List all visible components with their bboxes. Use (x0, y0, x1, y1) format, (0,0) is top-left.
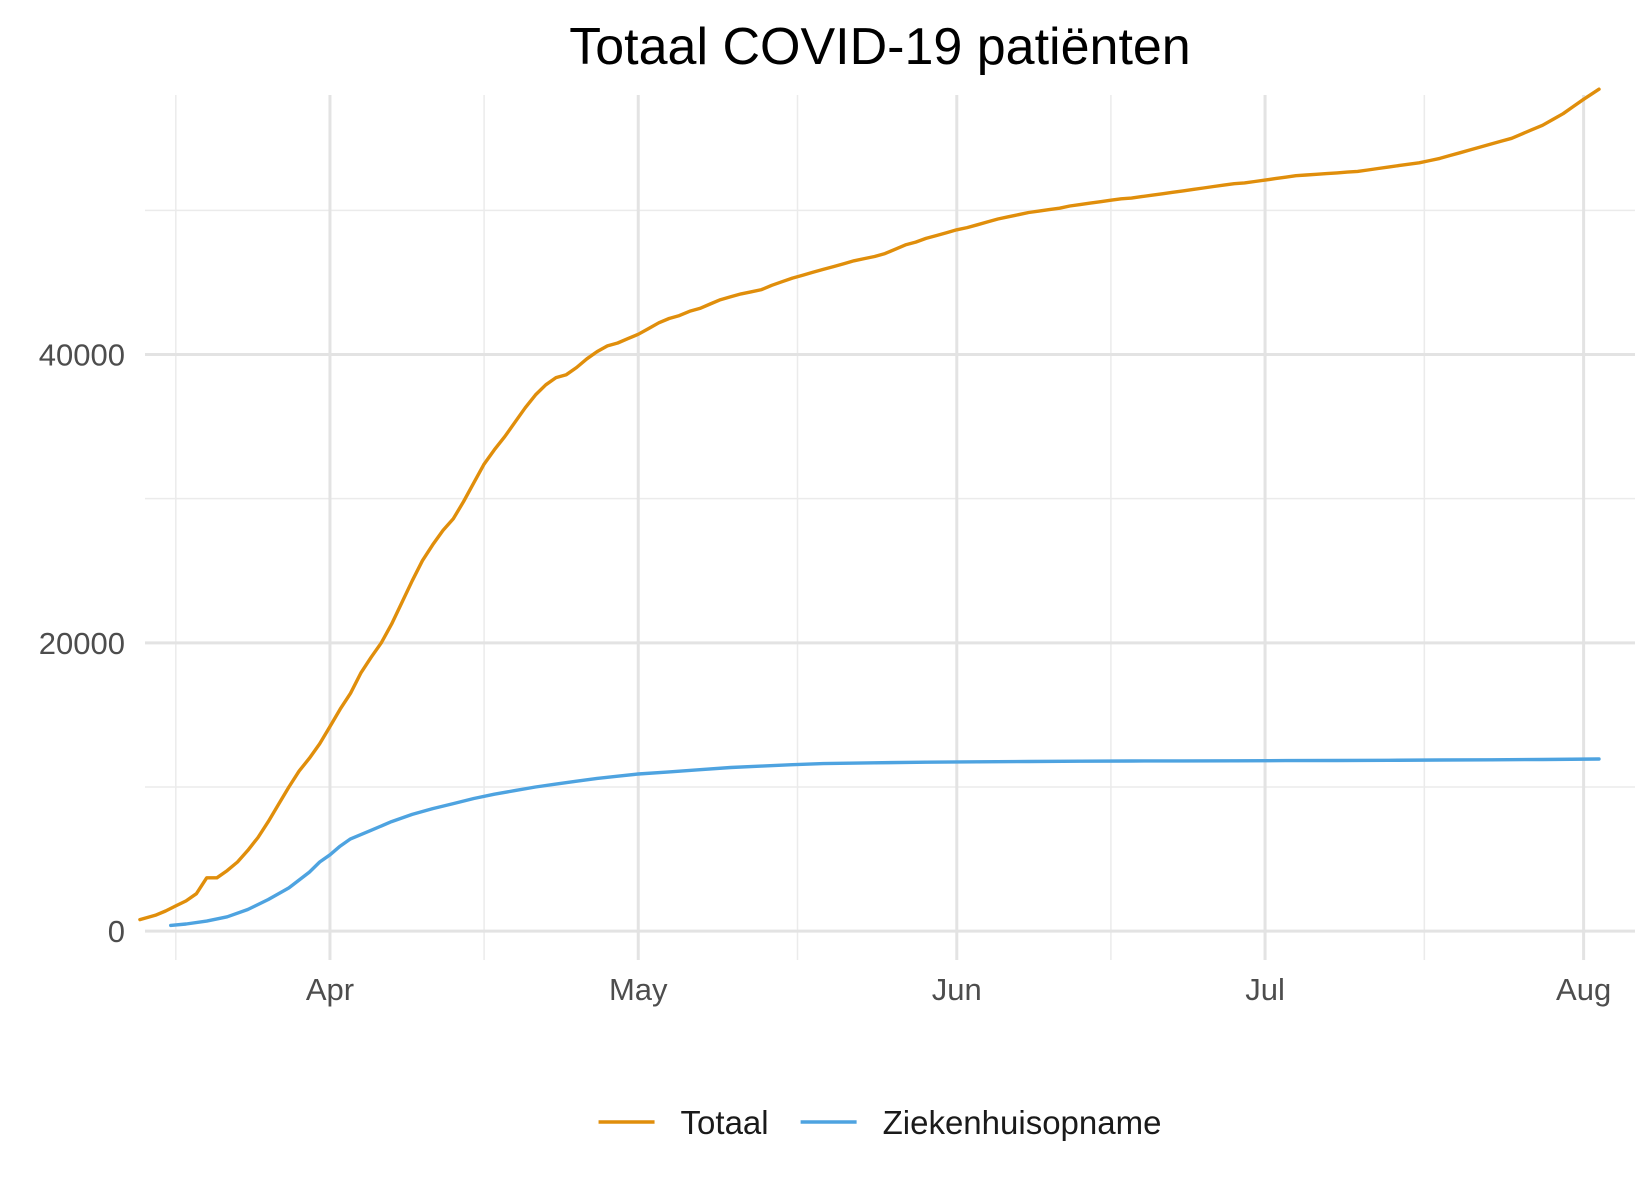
chart-title: Totaal COVID-19 patiënten (569, 18, 1190, 76)
grid (145, 95, 1635, 960)
x-tick-label: Apr (306, 972, 354, 1007)
y-tick-label: 0 (108, 914, 125, 949)
legend-label: Ziekenhuisopname (883, 1104, 1162, 1141)
series-line-ziekenhuisopname (169, 757, 1601, 928)
x-tick-label: May (609, 972, 668, 1007)
x-tick-label: Jul (1245, 972, 1285, 1007)
series-line-totaal (138, 87, 1601, 922)
y-tick-label: 20000 (39, 626, 125, 661)
legend: Totaal Ziekenhuisopname (598, 1104, 1162, 1141)
series-lines (138, 87, 1601, 928)
y-tick-label: 40000 (39, 338, 125, 373)
axis-tick-labels: 0 20000 40000 Apr May Jun Jul Aug (39, 338, 1611, 1008)
x-tick-label: Jun (932, 972, 982, 1007)
x-tick-label: Aug (1556, 972, 1611, 1007)
legend-label: Totaal (681, 1104, 769, 1141)
